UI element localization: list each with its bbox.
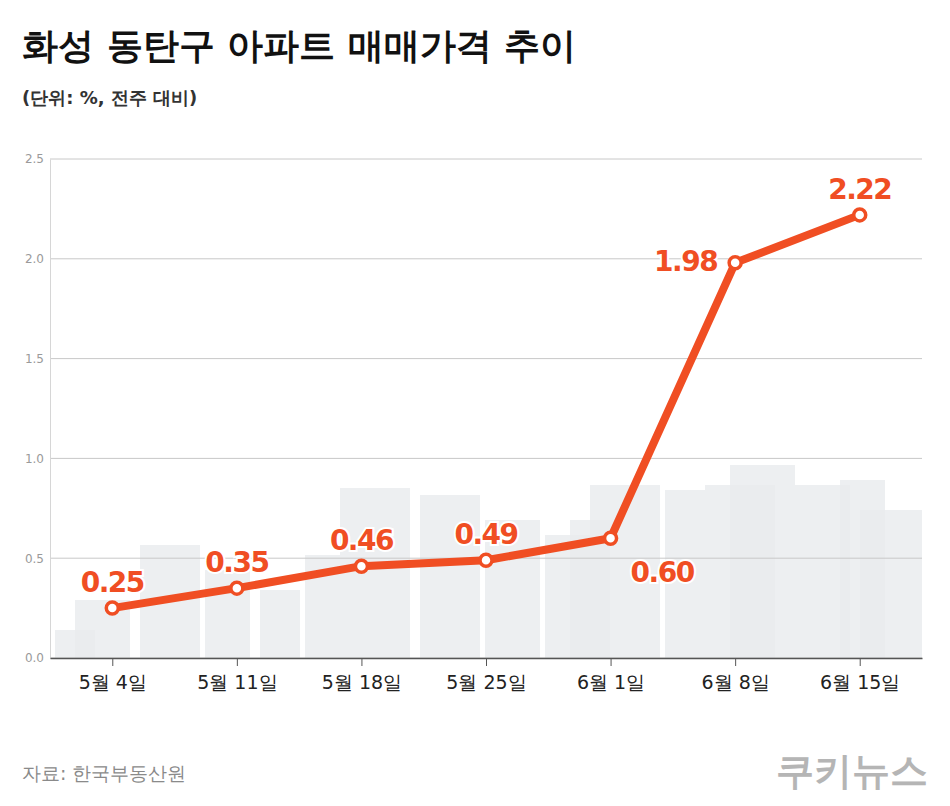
- x-tick: 5월 4일: [79, 658, 147, 693]
- y-axis-line: [50, 160, 51, 659]
- x-tick: 6월 15일: [820, 658, 900, 693]
- x-tick: 5월 18일: [322, 658, 402, 693]
- x-tick: 6월 8일: [702, 658, 770, 693]
- grid-line: [50, 159, 922, 160]
- x-tick-mark: [361, 658, 362, 666]
- x-tick: 5월 11일: [197, 658, 277, 693]
- y-tick: 2.0: [25, 252, 50, 266]
- x-tick-label: 6월 1일: [577, 671, 645, 693]
- background-building: [260, 590, 300, 658]
- marker: [231, 582, 243, 594]
- y-tick-label: 2.5: [25, 152, 44, 166]
- chart: 화성 동탄구 아파트 매매가격 추이 (단위: %, 전주 대비) 0.0 0.5 1.…: [0, 0, 950, 806]
- background-skyline: [55, 465, 922, 658]
- grid-line: [50, 458, 922, 459]
- data-labels: 0.25 0.35 0.46 0.49 0.60 1.98 2.22: [81, 173, 892, 599]
- data-label: 0.60: [631, 556, 695, 589]
- marker: [106, 602, 118, 614]
- x-tick-mark: [860, 658, 861, 666]
- marker: [854, 209, 866, 221]
- data-label: 2.22: [828, 173, 891, 206]
- x-tick-label: 5월 18일: [322, 671, 402, 693]
- data-label: 1.98: [654, 245, 717, 278]
- x-tick-label: 6월 8일: [702, 671, 770, 693]
- data-label: 0.49: [454, 518, 517, 551]
- y-tick: 1.0: [25, 452, 50, 466]
- title: 화성 동탄구 아파트 매매가격 추이: [22, 25, 576, 66]
- y-axis: 0.0 0.5 1.0 1.5 2.0 2.5: [25, 152, 51, 665]
- x-tick-mark: [112, 658, 113, 666]
- x-tick-label: 5월 25일: [446, 671, 526, 693]
- x-tick-label: 5월 4일: [79, 671, 147, 693]
- line: [112, 215, 859, 608]
- y-tick: 0.0: [25, 651, 50, 665]
- x-tick-label: 6월 15일: [820, 671, 900, 693]
- y-tick-label: 0.0: [25, 651, 44, 665]
- subtitle: (단위: %, 전주 대비): [22, 87, 197, 108]
- marker: [355, 560, 367, 572]
- grid: [50, 159, 922, 658]
- grid-line: [50, 358, 922, 359]
- marker: [605, 532, 617, 544]
- x-tick-label: 5월 11일: [197, 671, 277, 693]
- y-tick: 0.5: [25, 552, 50, 566]
- y-tick-label: 1.5: [25, 352, 44, 366]
- marks: [106, 209, 865, 614]
- y-tick: 1.5: [25, 352, 50, 366]
- x-tick: 5월 25일: [446, 658, 526, 693]
- marker: [729, 257, 741, 269]
- data-label: 0.35: [205, 546, 268, 579]
- x-tick-mark: [237, 658, 238, 666]
- source: 자료: 한국부동산원: [22, 762, 186, 784]
- x-tick-mark: [735, 658, 736, 666]
- background-building: [730, 465, 795, 658]
- x-tick: 6월 1일: [577, 658, 645, 693]
- background-building: [860, 510, 922, 658]
- x-axis: 5월 4일 5월 11일 5월 18일 5월 25일 6월 1일 6월 8일 6월 15일: [51, 658, 923, 693]
- grid-line: [50, 258, 922, 259]
- x-tick-mark: [611, 658, 612, 666]
- y-tick: 2.5: [25, 152, 50, 166]
- background-building: [340, 488, 410, 658]
- x-tick-mark: [486, 658, 487, 666]
- y-tick-label: 1.0: [25, 452, 44, 466]
- data-label: 0.25: [81, 566, 144, 599]
- y-tick-label: 0.5: [25, 552, 44, 566]
- marker: [480, 554, 492, 566]
- y-tick-label: 2.0: [25, 252, 44, 266]
- data-label: 0.46: [330, 524, 393, 557]
- logo: 쿠키뉴스: [776, 749, 928, 793]
